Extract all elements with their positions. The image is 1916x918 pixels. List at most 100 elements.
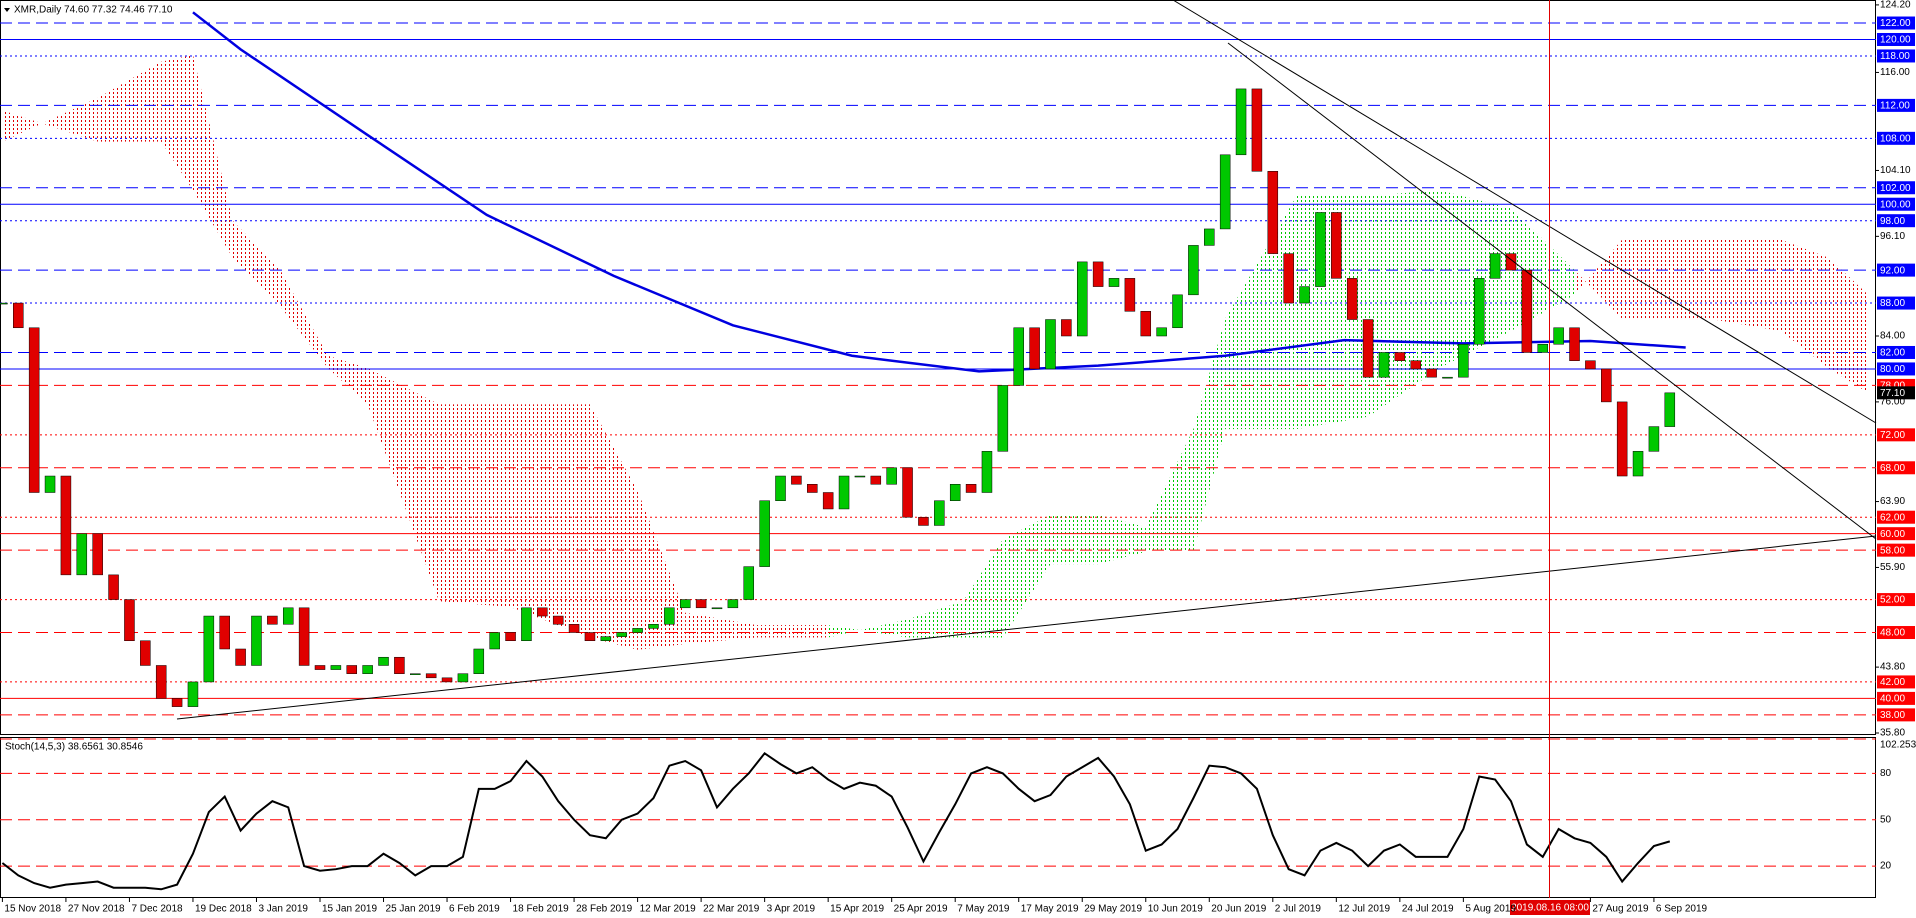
y-tick-label: 50 [1880, 814, 1892, 825]
x-tick-label: 28 Feb 2019 [576, 904, 633, 915]
crosshair-label: 2019.08.16 08:00 [1511, 903, 1589, 914]
candle-body [568, 624, 580, 633]
candle-body [1569, 327, 1580, 361]
cloud-segment [1002, 514, 1051, 638]
candle-body [1648, 426, 1660, 452]
cloud-segment [1780, 239, 1829, 369]
x-tick-label: 3 Apr 2019 [767, 904, 816, 915]
candle-body [267, 615, 278, 625]
candle-body [918, 516, 929, 526]
candle-body [235, 648, 246, 666]
candle-body [1092, 261, 1104, 287]
x-tick-label: 3 Jan 2019 [258, 904, 308, 915]
x-tick-label: 25 Jan 2019 [386, 904, 441, 915]
x-tick-label: 15 Jan 2019 [322, 904, 377, 915]
cloud-segment [637, 490, 686, 650]
candle-body [838, 475, 850, 510]
candle-body [1204, 228, 1215, 246]
level-label: 52.00 [1880, 595, 1905, 606]
candle-body [457, 673, 469, 683]
trend-line [1172, 0, 1877, 424]
last-price-box [1877, 386, 1915, 400]
candle-body [1601, 368, 1612, 403]
candle-body [886, 467, 897, 485]
candle-body [1346, 278, 1358, 320]
cloud-segment [1098, 514, 1146, 565]
main-panel [0, 0, 1876, 735]
level-label-box [1877, 461, 1915, 475]
level-label-box [1877, 345, 1915, 359]
level-label-box [1877, 691, 1915, 705]
level-label-box [1877, 675, 1915, 689]
stoch-line [1, 751, 1671, 891]
candle-body [314, 665, 326, 670]
x-tick-label: 22 Mar 2019 [703, 904, 760, 915]
candle-body [1585, 360, 1596, 370]
stoch-title: Stoch(14,5,3) 38.6561 30.8546 [5, 742, 143, 753]
candle-body [155, 665, 167, 699]
candle-body [108, 574, 119, 600]
candle-body [1521, 269, 1533, 353]
main-title: XMR,Daily 74.60 77.32 74.46 77.10 [14, 5, 173, 16]
y-tick-label: 63.90 [1880, 496, 1905, 507]
plot-layer [0, 11, 1876, 891]
candle-body [695, 599, 707, 609]
candle-body [60, 475, 72, 576]
candle-body [679, 599, 691, 609]
candle-body [902, 467, 913, 518]
candle-body [251, 615, 262, 666]
candle-body [124, 599, 135, 642]
level-label-box [1877, 296, 1915, 310]
candle-body [378, 656, 389, 666]
x-tick-label: 29 May 2019 [1084, 904, 1142, 915]
candle-body [489, 632, 500, 650]
candle-body [298, 607, 310, 666]
candle-body [743, 566, 755, 600]
candle-body [330, 665, 342, 670]
y-tick-label: 124.20 [1880, 0, 1911, 11]
candle-body [791, 475, 802, 485]
candle-body [76, 533, 88, 576]
level-label: 92.00 [1880, 265, 1905, 276]
cloud-segment [192, 55, 233, 258]
level-label-box [1877, 510, 1915, 524]
candle-body [870, 475, 882, 485]
cloud-segment [1225, 195, 1297, 430]
level-label: 112.00 [1880, 101, 1910, 112]
cloud-segment [161, 55, 193, 191]
trend-line [1227, 42, 1877, 540]
candle-body [1076, 261, 1088, 337]
y-tick-label: 76.00 [1880, 397, 1905, 408]
y-tick-label: 20 [1880, 861, 1892, 872]
candle-body [1458, 343, 1469, 378]
candle-body [219, 615, 230, 650]
level-label-box [1877, 98, 1915, 112]
candle-body [1140, 311, 1152, 337]
cloud-segment [828, 619, 908, 638]
candle-body [1616, 401, 1628, 477]
candle-body [473, 648, 485, 674]
level-label: 62.00 [1880, 512, 1905, 523]
candle-body [934, 500, 945, 526]
candle-body [1426, 368, 1437, 378]
candle-body [537, 607, 548, 617]
x-tick-label: 18 Feb 2019 [513, 904, 570, 915]
candle-body [616, 632, 627, 637]
x-tick-label: 24 Jul 2019 [1402, 904, 1454, 915]
level-label-box [1877, 362, 1915, 376]
cloud-segment [510, 404, 590, 638]
candle-body [981, 451, 993, 493]
x-tick-label: 6 Feb 2019 [449, 904, 500, 915]
candle-body [1664, 392, 1676, 427]
moving-average [192, 11, 1686, 373]
candle-body [1378, 352, 1390, 378]
x-tick-label: 10 Jun 2019 [1148, 904, 1203, 915]
candle-body [1632, 451, 1644, 477]
x-tick-label: 12 Mar 2019 [640, 904, 697, 915]
level-label: 118.00 [1880, 51, 1910, 62]
cloud-segment [685, 612, 757, 645]
x-tick-label: 2 Jul 2019 [1275, 904, 1322, 915]
candle-body [1219, 154, 1231, 230]
level-label: 38.00 [1880, 710, 1905, 721]
y-tick-label: 96.10 [1880, 231, 1905, 242]
